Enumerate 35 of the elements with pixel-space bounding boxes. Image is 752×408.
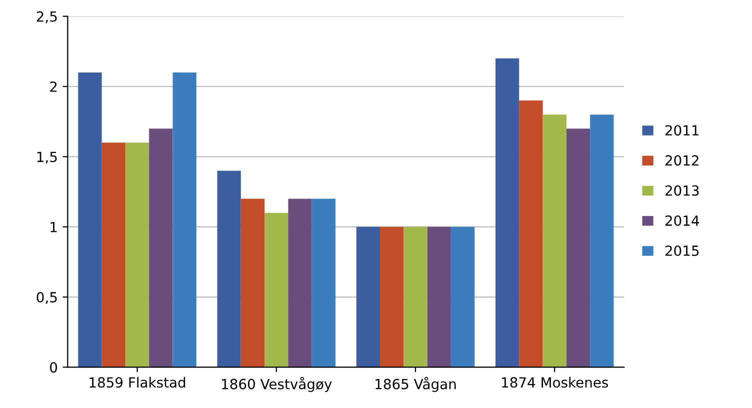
bar bbox=[102, 142, 126, 368]
x-tick-label: 1860 Vestvågøy bbox=[222, 376, 332, 392]
legend-label: 2011 bbox=[665, 125, 699, 136]
y-tick-label: 2 bbox=[50, 81, 57, 92]
bar bbox=[312, 198, 336, 368]
y-tick-label: 2,5 bbox=[36, 11, 57, 24]
y-tick-label: 0,5 bbox=[36, 292, 57, 304]
bar bbox=[450, 226, 475, 368]
x-tick-label: 1874 Moskenes bbox=[502, 376, 608, 388]
bar bbox=[217, 170, 241, 368]
bar bbox=[380, 226, 404, 368]
bar bbox=[240, 198, 265, 368]
bar bbox=[288, 198, 312, 368]
bar bbox=[519, 100, 543, 368]
bar bbox=[149, 128, 173, 368]
legend-label: 2013 bbox=[665, 185, 699, 196]
bar bbox=[542, 114, 566, 368]
bar bbox=[125, 142, 150, 368]
legend-label: 2015 bbox=[665, 246, 699, 256]
y-tick-label: 1,5 bbox=[37, 152, 57, 164]
bar bbox=[495, 58, 520, 368]
x-tick-label: 1859 Flakstad bbox=[90, 376, 186, 388]
bar bbox=[264, 212, 288, 368]
bar bbox=[427, 226, 451, 368]
bar bbox=[566, 128, 590, 368]
bar bbox=[404, 226, 428, 368]
x-tick-label: 1865 Vågan bbox=[376, 376, 456, 392]
bar bbox=[172, 72, 196, 368]
y-tick-label: 0 bbox=[50, 362, 58, 373]
bar bbox=[78, 72, 102, 368]
y-tick-label: 1 bbox=[50, 222, 57, 232]
bar bbox=[356, 226, 380, 368]
legend-label: 2012 bbox=[665, 155, 698, 166]
legend-label: 2014 bbox=[665, 215, 700, 226]
bar bbox=[590, 114, 614, 368]
